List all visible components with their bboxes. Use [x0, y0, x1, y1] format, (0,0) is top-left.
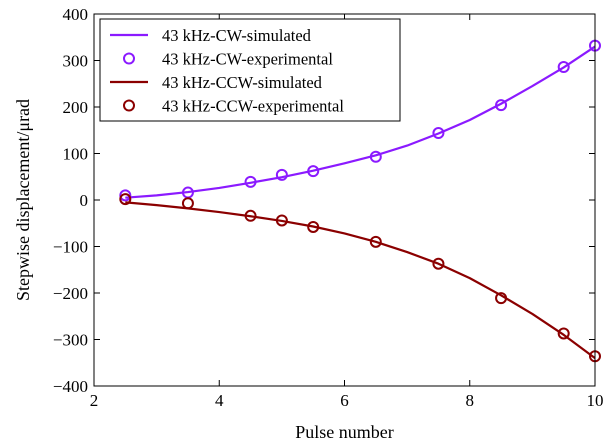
data-point-43-khz-ccw-experimental — [119, 193, 132, 206]
legend-label: 43 kHz-CCW-experimental — [162, 97, 344, 116]
legend-label: 43 kHz-CCW-simulated — [162, 73, 323, 92]
data-point-43-khz-cw-experimental — [369, 150, 382, 163]
legend: 43 kHz-CW-simulated 43 kHz-CW-experimenta… — [99, 18, 401, 122]
data-point-43-khz-ccw-experimental — [369, 235, 382, 248]
data-point-43-khz-cw-experimental — [557, 61, 570, 74]
y-tick-label: 400 — [63, 5, 89, 24]
x-tick-label: 10 — [587, 391, 604, 410]
legend-swatch-marker — [123, 99, 135, 112]
x-tick-label: 4 — [215, 391, 224, 410]
y-tick-label: −300 — [53, 331, 88, 350]
y-tick-label: −400 — [53, 377, 88, 396]
legend-label: 43 kHz-CW-experimental — [162, 50, 333, 69]
data-point-43-khz-ccw-experimental — [557, 327, 570, 340]
legend-swatch-marker — [123, 52, 135, 65]
data-point-43-khz-ccw-experimental — [181, 197, 194, 210]
data-point-43-khz-ccw-experimental — [432, 257, 445, 270]
data-point-43-khz-cw-experimental — [432, 127, 445, 140]
series-line-43-khz-cw-simulated — [125, 45, 596, 199]
y-tick-label: 0 — [80, 191, 89, 210]
y-tick-label: −100 — [53, 238, 88, 257]
x-tick-label: 6 — [340, 391, 349, 410]
data-point-43-khz-cw-experimental — [495, 99, 508, 112]
data-point-43-khz-cw-experimental — [307, 165, 320, 178]
legend-box — [99, 18, 401, 122]
y-tick-label: 200 — [63, 98, 89, 117]
x-axis-label: Pulse number — [295, 422, 394, 442]
data-point-43-khz-ccw-experimental — [495, 292, 508, 305]
plot-frame — [93, 13, 596, 387]
data-point-43-khz-ccw-experimental — [244, 209, 257, 222]
y-axis-label: Stepwise displacement/μrad — [13, 99, 33, 301]
data-point-43-khz-cw-experimental — [244, 175, 257, 188]
y-tick-label: 300 — [63, 52, 89, 71]
y-tick-label: 100 — [63, 145, 89, 164]
x-tick-label: 2 — [90, 391, 99, 410]
data-point-43-khz-ccw-experimental — [307, 220, 320, 233]
ticks-layer: 2 4 6 8 10 −400 −300 −200 −100 0 100 200 300 400 — [53, 5, 604, 410]
x-tick-label: 8 — [466, 391, 475, 410]
data-point-43-khz-ccw-experimental — [275, 214, 288, 227]
series-line-43-khz-ccw-simulated — [125, 201, 596, 359]
data-point-43-khz-cw-experimental — [275, 168, 288, 181]
legend-label: 43 kHz-CW-simulated — [162, 26, 312, 45]
data-point-43-khz-cw-experimental — [119, 189, 132, 202]
y-tick-label: −200 — [53, 284, 88, 303]
series-layer — [119, 39, 601, 363]
